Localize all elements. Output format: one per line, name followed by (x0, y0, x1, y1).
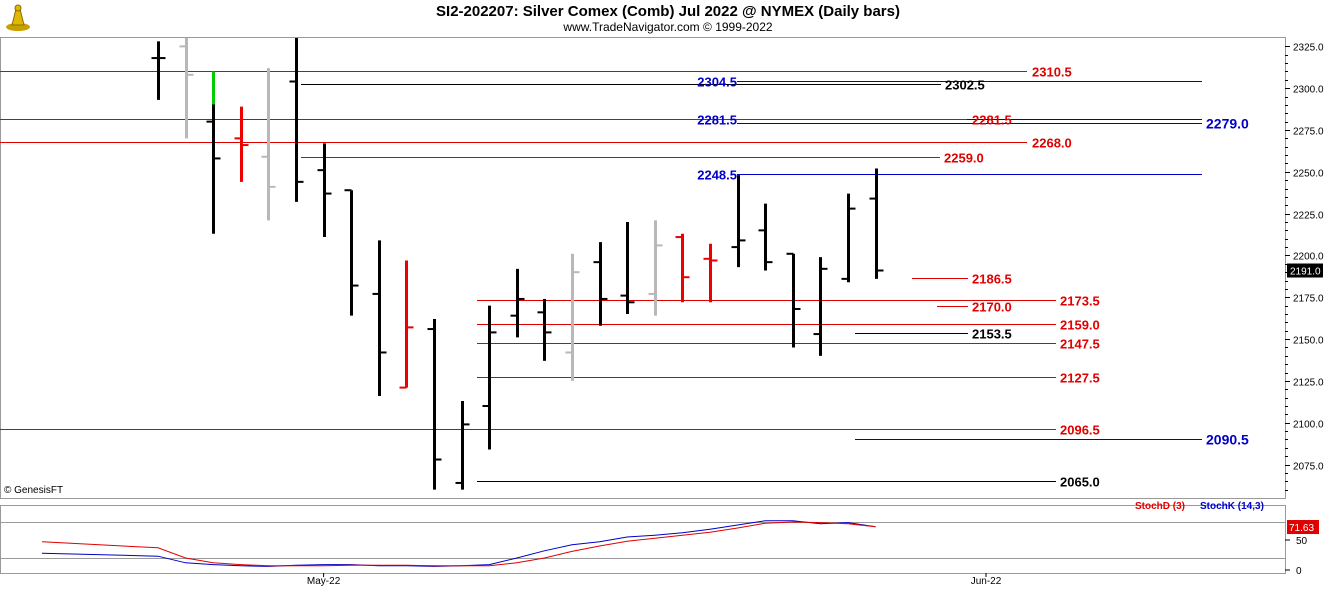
price-bar (482, 305, 497, 450)
level-label: 2281.5 (972, 113, 1012, 128)
price-bar (206, 71, 221, 234)
price-bar (593, 242, 608, 326)
level-label: 2065.0 (1060, 475, 1100, 490)
price-bar (372, 240, 387, 396)
price-bar (510, 268, 525, 338)
price-bar (786, 252, 801, 348)
level-label: 2186.5 (972, 272, 1012, 287)
level-labels: 2310.5 2304.5 2302.5 2281.5 2281.5 2279.0 2268… (697, 65, 1249, 490)
price-bar (537, 298, 552, 361)
trade-navigator-logo-icon (3, 3, 33, 33)
last-price-box (1287, 263, 1323, 278)
price-axis-label: 2200.0 (1293, 252, 1324, 263)
level-label: 2259.0 (944, 151, 984, 166)
price-axis-label: 2225.0 (1293, 211, 1324, 222)
level-label: 2248.5 (697, 168, 737, 183)
price-bar (289, 38, 304, 202)
price-bar (675, 233, 690, 303)
price-bar (648, 220, 663, 316)
stoch-last-value-label: 71.63 (1289, 523, 1314, 534)
level-label: 2153.5 (972, 327, 1012, 342)
price-panel-frame (0, 37, 1286, 499)
price-bar (151, 41, 166, 100)
price-axis-label: 2175.0 (1293, 294, 1324, 305)
price-bar (703, 243, 718, 303)
stoch-last-value-box (1287, 520, 1319, 535)
price-axis-label: 2100.0 (1293, 420, 1324, 431)
level-label: 2304.5 (697, 75, 737, 90)
stoch-axis-label: 50 (1296, 536, 1308, 547)
level-label: 2268.0 (1032, 136, 1072, 151)
stoch-legend-label: StochK (14,3) (1200, 501, 1264, 512)
price-bar (179, 38, 194, 139)
price-bar (317, 143, 332, 238)
date-axis-label: Jun-22 (971, 576, 1002, 587)
price-bar (758, 203, 773, 271)
stochastic-guides (1, 522, 1285, 559)
price-bar (869, 168, 884, 279)
stoch-axis-label: 0 (1296, 566, 1302, 577)
price-bar (455, 400, 470, 490)
level-label: 2302.5 (945, 78, 985, 93)
price-axis-label: 2275.0 (1293, 127, 1324, 138)
level-label: 2279.0 (1206, 116, 1249, 132)
stochK-line (41, 520, 876, 567)
date-axis-label: May-22 (307, 576, 341, 587)
price-bar (261, 68, 276, 221)
price-axis-label: 2250.0 (1293, 169, 1324, 180)
chart-title: SI2-202207: Silver Comex (Comb) Jul 2022… (436, 3, 900, 20)
price-bar (565, 253, 580, 381)
level-label: 2090.5 (1206, 432, 1249, 448)
level-label: 2096.5 (1060, 423, 1100, 438)
price-bar (813, 257, 828, 356)
copyright-label: © GenesisFT (4, 485, 64, 496)
price-axis-label: 2325.0 (1293, 43, 1324, 54)
price-axis-label: 2125.0 (1293, 378, 1324, 389)
level-label: 2310.5 (1032, 65, 1072, 80)
price-bar (841, 193, 856, 283)
level-label: 2127.5 (1060, 371, 1100, 386)
level-label: 2147.5 (1060, 337, 1100, 352)
price-bar (399, 260, 414, 389)
stochD-line (41, 521, 876, 567)
price-axis-label: 2075.0 (1293, 462, 1324, 473)
price-bars (151, 38, 884, 490)
level-label: 2170.0 (972, 300, 1012, 315)
stoch-legend-label: StochD (3) (1135, 501, 1185, 512)
chart-subtitle: www.TradeNavigator.com © 1999-2022 (563, 20, 773, 34)
stochastic-lines (41, 520, 876, 567)
price-axis-label: 2300.0 (1293, 85, 1324, 96)
support-resistance-levels (0, 71, 1202, 482)
price-axis-label: 2150.0 (1293, 336, 1324, 347)
axes: 2325.0 2300.0 2275.0 2250.0 2225.0 2200.0 2175… (307, 43, 1324, 588)
price-bar (731, 175, 746, 268)
price-bar (620, 222, 635, 314)
level-label: 2281.5 (697, 113, 737, 128)
price-bar (344, 189, 359, 316)
level-label: 2159.0 (1060, 318, 1100, 333)
price-bar (427, 319, 442, 490)
price-bar (234, 106, 249, 182)
last-price-label: 2191.0 (1290, 267, 1321, 278)
chart-header: SI2-202207: Silver Comex (Comb) Jul 2022… (0, 3, 1336, 34)
level-label: 2173.5 (1060, 294, 1100, 309)
